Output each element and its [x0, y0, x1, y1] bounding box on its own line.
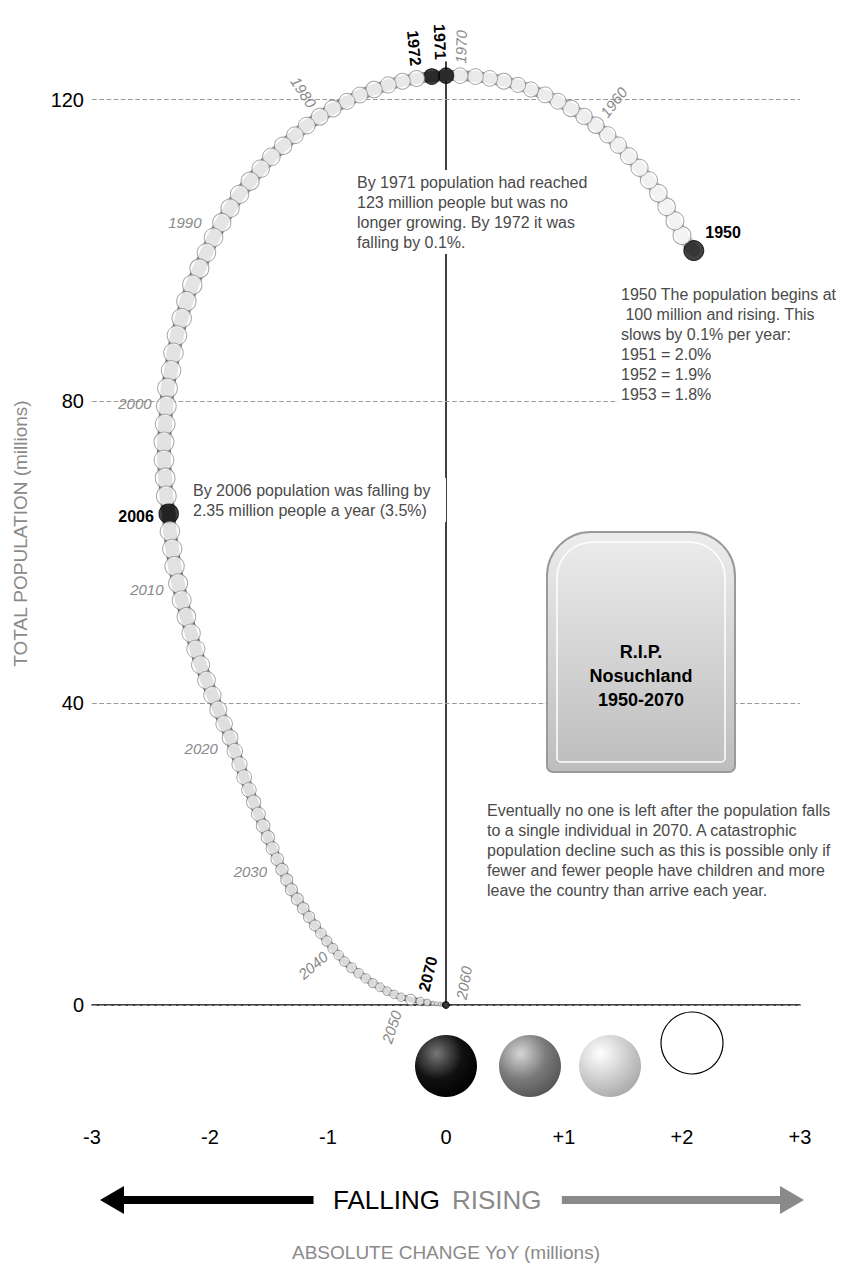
svg-text:0: 0 — [440, 1126, 451, 1148]
svg-text:By 2006 population was falling: By 2006 population was falling by — [193, 482, 435, 499]
svg-text:fewer and fewer people have ch: fewer and fewer people have children and… — [487, 862, 829, 879]
svg-text:1950: 1950 — [705, 224, 741, 241]
svg-text:+1: +1 — [553, 1126, 576, 1148]
svg-text:leave the country than arrive: leave the country than arrive each year. — [487, 882, 767, 899]
svg-text:2010: 2010 — [129, 581, 164, 598]
svg-text:1951 = 2.0%: 1951 = 2.0% — [621, 346, 711, 363]
svg-text:2020: 2020 — [184, 740, 219, 757]
svg-text:1980: 1980 — [287, 74, 320, 112]
svg-text:-3: -3 — [83, 1126, 101, 1148]
svg-text:2030: 2030 — [233, 863, 268, 880]
svg-text:2.35 million people a year (3.: 2.35 million people a year (3.5%) — [193, 502, 427, 519]
svg-text:123 million people but was no: 123 million people but was no — [357, 194, 572, 211]
svg-text:-1: -1 — [319, 1126, 337, 1148]
svg-text:120: 120 — [51, 89, 84, 111]
svg-text:1972: 1972 — [404, 30, 424, 67]
svg-text:population decline such as thi: population decline such as this is possi… — [487, 842, 835, 859]
svg-text:1970: 1970 — [452, 29, 470, 64]
svg-text:longer growing. By 1972 it was: longer growing. By 1972 it was — [357, 214, 579, 231]
svg-text:1953 = 1.8%: 1953 = 1.8% — [621, 386, 711, 403]
svg-text:2070: 2070 — [415, 954, 440, 993]
svg-text:ABSOLUTE CHANGE YoY (millions): ABSOLUTE CHANGE YoY (millions) — [292, 1242, 600, 1263]
svg-text:RISING: RISING — [452, 1185, 542, 1215]
svg-text:slows by 0.1% per year:: slows by 0.1% per year: — [621, 326, 791, 343]
svg-text:2050: 2050 — [378, 1008, 405, 1047]
svg-text:FALLING: FALLING — [333, 1185, 440, 1215]
svg-text:By 1971 population had reached: By 1971 population had reached — [357, 174, 592, 191]
svg-text:+3: +3 — [789, 1126, 812, 1148]
svg-text:2006: 2006 — [118, 508, 154, 525]
svg-text:2040: 2040 — [294, 947, 332, 983]
svg-text:1960: 1960 — [597, 83, 631, 120]
svg-text:TOTAL POPULATION (millions): TOTAL POPULATION (millions) — [10, 400, 31, 666]
svg-text:1950-2070: 1950-2070 — [598, 690, 684, 710]
svg-text:-2: -2 — [201, 1126, 219, 1148]
svg-text:Nosuchland: Nosuchland — [589, 666, 692, 686]
svg-text:80: 80 — [62, 390, 84, 412]
svg-text:100 million and rising. This: 100 million and rising. This — [621, 306, 819, 323]
svg-text:1950 The population begins at: 1950 The population begins at — [621, 286, 837, 303]
svg-text:2000: 2000 — [117, 395, 152, 412]
svg-text:2060: 2060 — [453, 964, 476, 1001]
svg-text:40: 40 — [62, 692, 84, 714]
svg-text:+2: +2 — [671, 1126, 694, 1148]
svg-text:to a single individual in 2070: to a single individual in 2070. A catast… — [487, 822, 801, 839]
svg-text:1990: 1990 — [168, 214, 202, 231]
svg-text:Eventually no one is left afte: Eventually no one is left after the popu… — [487, 802, 835, 819]
svg-text:0: 0 — [73, 994, 84, 1016]
svg-text:1952 = 1.9%: 1952 = 1.9% — [621, 366, 711, 383]
svg-text:1971: 1971 — [431, 24, 449, 60]
svg-text:R.I.P.: R.I.P. — [620, 642, 663, 662]
svg-text:falling by 0.1%.: falling by 0.1%. — [357, 234, 466, 251]
